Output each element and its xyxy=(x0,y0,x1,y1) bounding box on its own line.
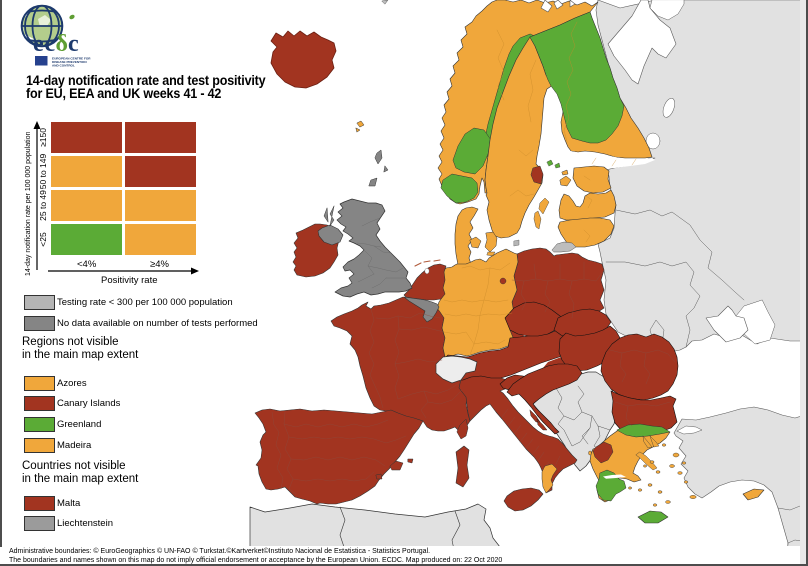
svg-text:25 to 49: 25 to 49 xyxy=(38,190,48,221)
svg-text:50 to 149: 50 to 149 xyxy=(38,154,48,190)
svg-text:<25: <25 xyxy=(38,232,48,247)
svg-text:EUROPEAN CENTRE FOR: EUROPEAN CENTRE FOR xyxy=(52,57,91,61)
svg-text:c: c xyxy=(45,31,56,57)
svg-text:e: e xyxy=(33,31,44,57)
svg-text:DISEASE PREVENTION: DISEASE PREVENTION xyxy=(52,60,87,64)
svg-text:14-day notification rate per 1: 14-day notification rate per 100 000 pop… xyxy=(25,132,32,276)
svg-text:AND CONTROL: AND CONTROL xyxy=(52,64,75,68)
svg-text:c: c xyxy=(68,31,79,57)
svg-text:δ: δ xyxy=(56,31,68,57)
svg-text:≥150: ≥150 xyxy=(38,128,48,147)
